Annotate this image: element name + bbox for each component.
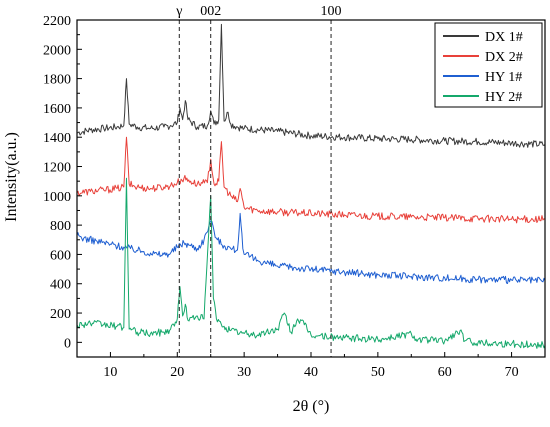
y-tick-label: 1800 — [43, 73, 71, 88]
reference-label-1: γ — [175, 4, 182, 19]
series-line-2 — [76, 136, 546, 224]
x-tick-label: 50 — [371, 365, 385, 380]
y-tick-label: 0 — [64, 336, 71, 351]
y-tick-label: 2200 — [43, 14, 71, 29]
x-tick-label: 20 — [170, 365, 184, 380]
reference-label-2: 002 — [200, 4, 221, 19]
y-axis-label: Intensity(a.u.) — [3, 132, 20, 222]
y-tick-label: 400 — [50, 278, 71, 293]
x-tick-label: 60 — [438, 365, 452, 380]
x-tick-label: 30 — [237, 365, 251, 380]
x-tick-label: 40 — [304, 365, 318, 380]
legend: DX 1# DX 2# HY 1# HY 2# — [434, 22, 543, 108]
legend-label-1: DX 1# — [485, 30, 523, 45]
x-tick-label: 10 — [103, 365, 117, 380]
legend-label-4: HY 2# — [485, 90, 522, 105]
y-tick-label: 2000 — [43, 43, 71, 58]
legend-label-2: DX 2# — [485, 50, 523, 65]
series-lines — [76, 23, 546, 349]
y-tick-label: 1000 — [43, 190, 71, 205]
y-tick-label: 200 — [50, 307, 71, 322]
series-line-1 — [76, 23, 546, 148]
legend-label-3: HY 1# — [485, 70, 522, 85]
y-tick-label: 1200 — [43, 161, 71, 176]
y-tick-label: 1600 — [43, 102, 71, 117]
x-axis-label: 2θ (°) — [293, 398, 330, 415]
tick-labels: 0 200 400 600 800 1000 1200 1400 1600 1800 2000 220… — [43, 14, 519, 380]
y-tick-label: 600 — [50, 248, 71, 263]
y-tick-label: 800 — [50, 219, 71, 234]
reference-lines: γ 002 100 — [175, 4, 342, 357]
x-tick-label: 70 — [505, 365, 519, 380]
reference-label-3: 100 — [321, 4, 342, 19]
y-tick-label: 1400 — [43, 131, 71, 146]
series-line-4 — [76, 177, 546, 349]
axes — [76, 19, 546, 358]
series-line-3 — [76, 212, 546, 285]
